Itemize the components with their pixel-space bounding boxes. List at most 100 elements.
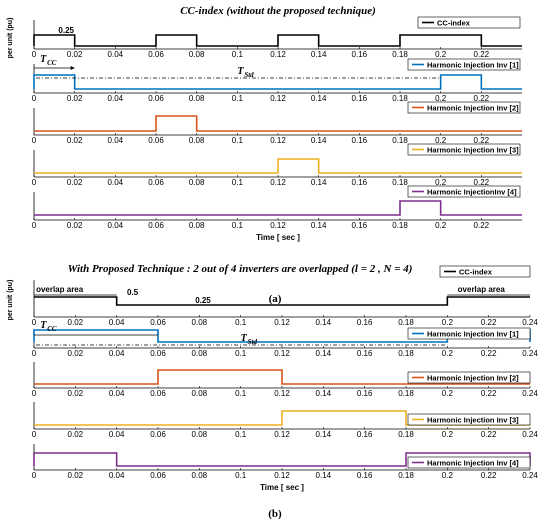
legend-label: Harmonic Injection Inv [4] — [427, 459, 519, 468]
tstd-subscript: Std — [248, 338, 258, 346]
x-tick-label: 0.16 — [357, 471, 373, 480]
x-tick-label: 0.12 — [270, 221, 286, 230]
x-tick-label: 0.04 — [108, 178, 124, 187]
x-tick-label: 0.22 — [481, 318, 497, 327]
x-tick-label: 0.08 — [192, 430, 208, 439]
x-tick-label: 0.18 — [398, 349, 414, 358]
legend-label: Harmonic Injection Inv [3] — [427, 146, 519, 155]
x-tick-label: 0.06 — [150, 318, 166, 327]
x-tick-label: 0.14 — [316, 471, 332, 480]
x-tick-label: 0.24 — [522, 430, 538, 439]
x-tick-label: 0.24 — [522, 349, 538, 358]
x-tick-label: 0.22 — [481, 349, 497, 358]
x-tick-label: 0.04 — [109, 471, 125, 480]
figure-caption: (a) — [269, 293, 282, 305]
x-tick-label: 0.16 — [357, 349, 373, 358]
x-tick-label: 0.02 — [67, 221, 83, 230]
x-tick-label: 0.16 — [352, 221, 368, 230]
x-tick-label: 0.18 — [398, 430, 414, 439]
y-axis-label: per unit (pu) — [7, 18, 14, 59]
x-tick-label: 0.06 — [148, 178, 164, 187]
x-tick-label: 0.16 — [357, 389, 373, 398]
annotation-overlap-left: overlap area — [36, 285, 84, 294]
x-tick-label: 0.08 — [192, 389, 208, 398]
x-tick-label: 0.02 — [67, 178, 83, 187]
panel-3: 0 0.02 0.04 0.06 0.08 0.1 0.12 0.14 0.16 0.18 0.2 0… — [32, 101, 522, 145]
x-tick-label: 0.22 — [474, 94, 490, 103]
tstd-subscript: Std — [244, 71, 254, 79]
x-tick-label: 0.1 — [232, 221, 244, 230]
x-tick-label: 0 — [32, 471, 37, 480]
series-line-4 — [34, 158, 522, 174]
x-tick-label: 0.22 — [481, 430, 497, 439]
x-tick-label: 0.02 — [67, 50, 83, 59]
tcc-subscript: CC — [47, 59, 57, 67]
x-tick-label: 0.18 — [392, 136, 408, 145]
x-tick-label: 0.04 — [108, 94, 124, 103]
x-tick-label: 0 — [32, 136, 37, 145]
x-tick-label: 0.04 — [108, 221, 124, 230]
x-tick-label: 0.2 — [435, 178, 447, 187]
x-tick-label: 0.2 — [442, 389, 454, 398]
x-tick-label: 0.06 — [148, 136, 164, 145]
series-line-3 — [34, 115, 522, 132]
annotation-level: 0.25 — [58, 26, 74, 35]
legend-label: Harmonic Injection Inv [2] — [427, 374, 519, 383]
x-tick-label: 0.16 — [352, 136, 368, 145]
legend-label: Harmonic Injection Inv [3] — [427, 416, 519, 425]
x-tick-label: 0.14 — [316, 318, 332, 327]
panel-5: 0 0.02 0.04 0.06 0.08 0.1 0.12 0.14 0.16 0.18 0.2 0… — [32, 185, 522, 230]
x-tick-label: 0 — [32, 318, 37, 327]
x-tick-label: 0.2 — [435, 221, 447, 230]
figure-caption: (b) — [268, 508, 282, 520]
x-tick-label: 0.04 — [109, 349, 125, 358]
series-line-5 — [33, 452, 531, 467]
series-line-3 — [34, 369, 530, 385]
x-tick-label: 0.2 — [442, 430, 454, 439]
legend-label: CC-index — [459, 268, 493, 277]
x-tick-label: 0.08 — [192, 471, 208, 480]
x-tick-label: 0.02 — [68, 471, 84, 480]
x-tick-label: 0.08 — [189, 136, 205, 145]
x-tick-label: 0.2 — [435, 94, 447, 103]
x-axis-label: Time [ sec ] — [256, 233, 300, 242]
x-tick-label: 0.22 — [474, 178, 490, 187]
x-tick-label: 0.04 — [109, 389, 125, 398]
x-tick-label: 0.24 — [522, 318, 538, 327]
x-tick-label: 0.08 — [192, 318, 208, 327]
x-tick-label: 0.12 — [270, 94, 286, 103]
tcc-arrowhead — [70, 66, 75, 70]
x-tick-label: 0.14 — [316, 389, 332, 398]
x-tick-label: 0.12 — [274, 389, 290, 398]
x-tick-label: 0.02 — [68, 430, 84, 439]
x-tick-label: 0.04 — [109, 430, 125, 439]
x-tick-label: 0.18 — [392, 221, 408, 230]
x-tick-label: 0.1 — [235, 471, 247, 480]
panel-2: 0 0.02 0.04 0.06 0.08 0.1 0.12 0.14 0.16 0.18 0.2 0… — [32, 58, 522, 103]
x-tick-label: 0.04 — [108, 50, 124, 59]
panel-2: 0 0.02 0.04 0.06 0.08 0.1 0.12 0.14 0.16 0.18 0.2 0… — [32, 327, 538, 358]
x-tick-label: 0.06 — [150, 430, 166, 439]
chart-a: CC-index (without the proposed technique… — [7, 5, 522, 305]
x-tick-label: 0.2 — [435, 136, 447, 145]
series-line-5 — [34, 200, 522, 216]
legend-label: Harmonic Injection Inv [2] — [427, 104, 519, 113]
x-tick-label: 0.04 — [109, 318, 125, 327]
x-tick-label: 0.12 — [274, 349, 290, 358]
x-tick-label: 0 — [32, 389, 37, 398]
x-tick-label: 0.14 — [311, 50, 327, 59]
x-tick-label: 0.22 — [474, 136, 490, 145]
x-tick-label: 0.18 — [398, 389, 414, 398]
x-tick-label: 0.02 — [68, 389, 84, 398]
x-tick-label: 0.08 — [189, 178, 205, 187]
x-tick-label: 0 — [32, 221, 37, 230]
legend-label: CC-index — [437, 19, 471, 28]
x-tick-label: 0.1 — [235, 318, 247, 327]
x-tick-label: 0.08 — [189, 94, 205, 103]
panel-4: 0 0.02 0.04 0.06 0.08 0.1 0.12 0.14 0.16 0.18 0.2 0… — [32, 143, 522, 187]
series-line-2 — [33, 74, 522, 90]
annotation-overlap-right: overlap area — [458, 285, 506, 294]
x-tick-label: 0.18 — [398, 471, 414, 480]
x-tick-label: 0.12 — [274, 430, 290, 439]
